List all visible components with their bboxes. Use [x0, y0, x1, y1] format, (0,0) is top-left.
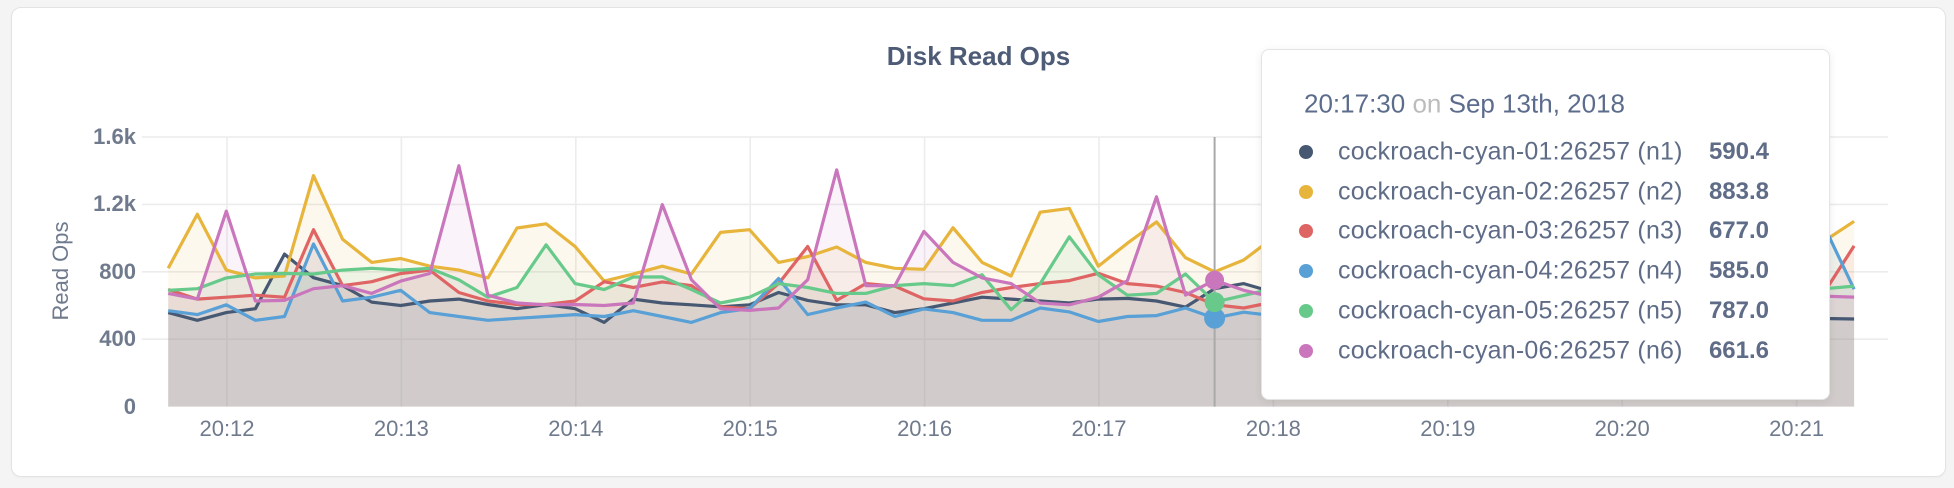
tooltip-date: Sep 13th, 2018 — [1448, 88, 1625, 119]
x-tick-label: 20:14 — [548, 416, 604, 441]
series-value: 677.0 — [1708, 217, 1769, 245]
series-color-dot — [1299, 144, 1313, 159]
y-tick-label: 400 — [99, 326, 136, 352]
series-value: 661.6 — [1708, 337, 1769, 365]
series-label: cockroach-cyan-05:26257 (n5) — [1338, 296, 1683, 325]
series-color-dot — [1299, 344, 1313, 359]
series-label: cockroach-cyan-06:26257 (n6) — [1338, 336, 1683, 365]
x-tick-label: 20:17 — [1071, 416, 1127, 441]
crosshair-dot — [1205, 270, 1225, 290]
x-tick-label: 20:16 — [897, 416, 953, 441]
x-tick-label: 20:12 — [199, 416, 255, 441]
x-tick-label: 20:20 — [1594, 416, 1650, 441]
series-label: cockroach-cyan-03:26257 (n3) — [1338, 216, 1683, 245]
y-tick-label: 0 — [123, 393, 136, 419]
series-color-dot — [1299, 184, 1313, 199]
series-label: cockroach-cyan-02:26257 (n2) — [1338, 177, 1683, 205]
x-tick-label: 20:21 — [1769, 416, 1825, 441]
x-tick-label: 20:15 — [722, 416, 778, 441]
crosshair-dot — [1204, 307, 1226, 329]
series-label: cockroach-cyan-01:26257 (n1) — [1338, 137, 1683, 166]
chart-tooltip: 20:17:30 on Sep 13th, 2018 cockroach-cya… — [1261, 49, 1830, 400]
y-axis-label: Read Ops — [48, 221, 73, 321]
series-value: 585.0 — [1708, 257, 1769, 285]
series-value: 787.0 — [1708, 297, 1769, 325]
x-tick-label: 20:13 — [373, 416, 429, 441]
x-tick-label: 20:19 — [1420, 416, 1476, 441]
tooltip-time: 20:17:30 — [1304, 88, 1406, 119]
series-value: 883.8 — [1708, 177, 1769, 205]
chart-title: Disk Read Ops — [886, 41, 1071, 71]
crosshair-dot — [1204, 292, 1225, 313]
series-color-dot — [1299, 304, 1313, 319]
series-label: cockroach-cyan-04:26257 (n4) — [1338, 256, 1683, 285]
tooltip-timestamp: 20:17:30 on Sep 13th, 2018 — [1304, 89, 1625, 120]
x-tick-label: 20:18 — [1245, 416, 1301, 441]
tooltip-on-word: on — [1412, 88, 1442, 119]
series-value: 590.4 — [1708, 137, 1769, 165]
series-color-dot — [1299, 264, 1313, 279]
y-tick-label: 1.6k — [93, 124, 136, 149]
y-tick-label: 800 — [99, 258, 136, 284]
y-tick-label: 1.2k — [93, 191, 136, 217]
series-color-dot — [1299, 224, 1313, 239]
